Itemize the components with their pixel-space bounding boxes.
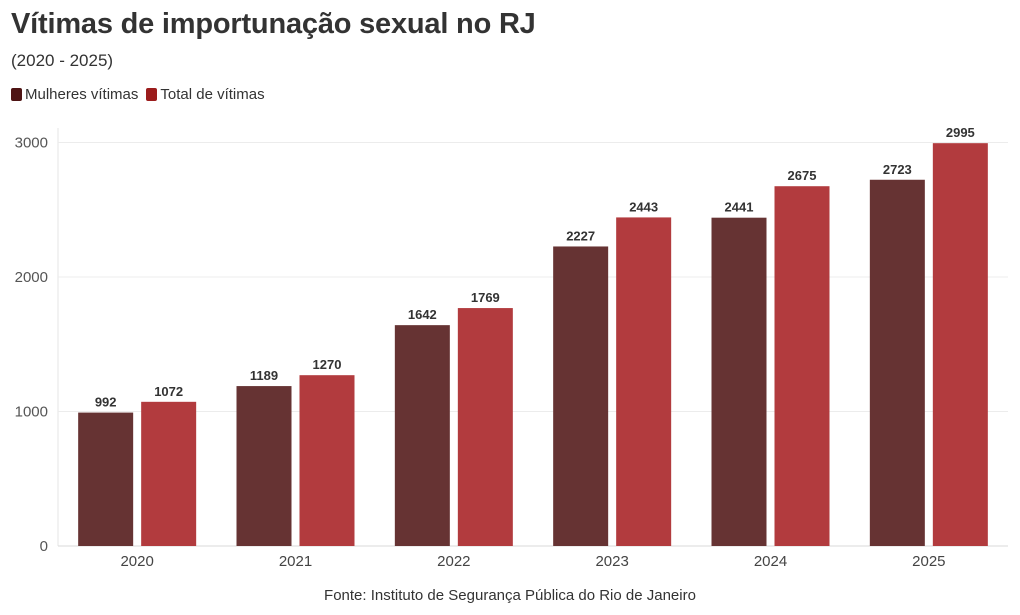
legend-label-mulheres: Mulheres vítimas [25,86,139,103]
data-label: 1642 [408,307,437,322]
bar [299,375,355,546]
x-tick-label: 2022 [437,553,470,570]
bar [553,246,609,546]
chart-title: Vítimas de importunação sexual no RJ [11,8,536,40]
data-label: 992 [95,395,117,410]
legend-swatch-total [146,88,158,101]
data-label: 2995 [946,125,975,140]
data-label: 2723 [883,162,912,177]
x-tick-label: 2023 [595,553,628,570]
y-tick-label: 1000 [15,404,48,421]
x-tick-label: 2025 [912,553,945,570]
data-label: 1189 [250,368,278,383]
bar [616,217,672,546]
bar [394,325,450,546]
data-label: 1769 [471,290,500,305]
y-tick-label: 3000 [15,135,48,152]
legend: Mulheres vítimas Total de vítimas [11,86,273,103]
chart-subtitle: (2020 - 2025) [11,51,114,70]
legend-item-total[interactable]: Total de vítimas [146,86,265,103]
legend-label-total: Total de vítimas [160,86,265,103]
bar [236,386,292,546]
data-label: 1270 [313,357,342,372]
bar [78,412,134,546]
data-label: 2675 [788,168,817,183]
x-tick-label: 2024 [754,553,787,570]
legend-swatch-mulheres [11,88,22,101]
data-label: 1072 [154,384,183,399]
bar [932,143,988,547]
data-label: 2441 [725,200,754,215]
y-tick-label: 2000 [15,269,48,286]
bar [141,401,197,546]
legend-item-mulheres[interactable]: Mulheres vítimas [11,86,138,103]
data-label: 2443 [629,199,658,214]
bar [774,186,830,546]
x-tick-label: 2021 [279,553,312,570]
source-note: Fonte: Instituto de Segurança Pública do… [324,587,696,604]
x-tick-label: 2020 [120,553,153,570]
bar-chart: 0 1000 2000 3000 992 1072 2020 1189 1270 2021 1642… [15,125,1008,570]
data-label: 2227 [566,228,595,243]
bar [711,217,767,547]
bar [869,179,925,546]
y-tick-label: 0 [40,538,48,555]
bar [457,308,513,546]
